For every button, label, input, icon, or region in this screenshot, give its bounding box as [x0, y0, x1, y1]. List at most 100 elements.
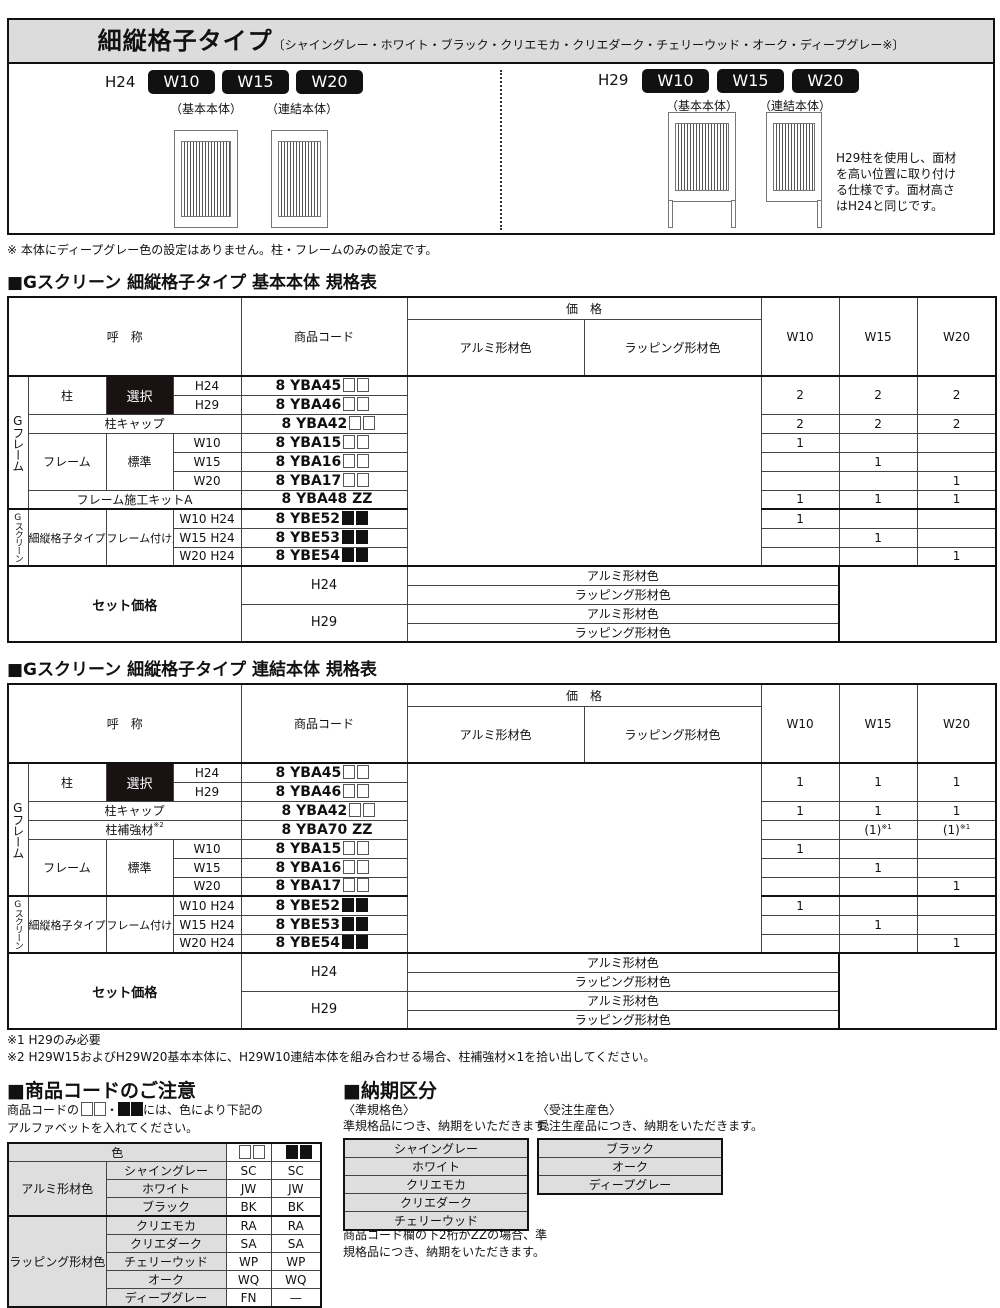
header-wrapping: ラッピング形材色	[583, 318, 762, 377]
quantity-cell: 1	[916, 489, 997, 510]
quantity-cell: (1)※1	[838, 819, 918, 840]
price-blank	[406, 762, 762, 954]
product-code: 8 YBA15	[275, 840, 342, 857]
set-price-option: アルミ形材色	[406, 952, 840, 973]
quantity-note: ※1	[881, 822, 892, 831]
quantity: 1	[796, 775, 804, 790]
white-code: WQ	[225, 1270, 272, 1289]
post-label: 柱	[27, 762, 107, 802]
table2-heading: ■Gスクリーン 細縦格子タイプ 連結本体 規格表	[7, 660, 377, 680]
quantity-cell	[760, 914, 840, 935]
caption-basic: （基本本体）	[666, 99, 739, 113]
product-type-panel: 細縦格子タイプ〔シャイングレー・ホワイト・ブラック・クリエモカ・クリエダーク・チ…	[7, 18, 995, 235]
standard-color-list: シャイングレー ホワイト クリエモカ クリエダーク チェリーウッド	[343, 1138, 529, 1231]
black-code: WQ	[270, 1270, 322, 1289]
select-label: 選択	[105, 762, 174, 802]
white-box-icon	[343, 840, 356, 855]
quantity-cell: 1	[838, 451, 918, 472]
product-code-cell: 8 YBA45	[240, 375, 408, 396]
size-label: H24	[172, 762, 242, 783]
caption-connected: （連結本体）	[759, 99, 832, 113]
white-box-icon	[343, 765, 356, 779]
product-code: 8 YBA15	[275, 434, 342, 451]
quantity-cell: 2	[838, 413, 918, 434]
width-badge: W15	[222, 70, 289, 94]
product-code: 8 YBE52	[275, 897, 340, 914]
quantity-cell: 2	[760, 375, 840, 415]
order-color-list: ブラック オーク ディープグレー	[537, 1138, 723, 1195]
quantity-cell: 1	[916, 933, 997, 954]
product-code-cell: 8 YBA70 ZZ	[240, 819, 408, 840]
item-name: 柱キャップ	[104, 417, 165, 431]
quantity-cell	[760, 933, 840, 954]
note-line: る仕様です。面材高さ	[836, 183, 955, 197]
quantity-cell: (1)※1	[916, 819, 997, 840]
delivery-color: クリエモカ	[343, 1175, 529, 1194]
color-name: クリエダーク	[105, 1234, 227, 1253]
quantity-cell	[838, 933, 918, 954]
size-label: W10 H24	[172, 895, 242, 916]
note-line: はH24と同じです。	[836, 199, 944, 213]
color-name: ブラック	[105, 1197, 227, 1217]
quantity-cell: 1	[760, 800, 840, 821]
quantity: 2	[874, 388, 882, 403]
quantity-cell	[838, 838, 918, 859]
size-label: W20	[172, 470, 242, 491]
size-label: H24	[172, 375, 242, 396]
product-code-cell: 8 YBE53	[240, 527, 408, 548]
product-code-cell: 8 YBA42	[240, 800, 408, 821]
quantity-note: ※1	[959, 822, 971, 831]
item-label: 柱キャップ	[27, 800, 242, 821]
standard-label: 標準	[105, 838, 174, 897]
white-box-icon	[343, 472, 356, 487]
quantity-cell	[838, 508, 918, 529]
quantity: 1	[874, 860, 882, 875]
header-code: 商品コード	[240, 683, 408, 764]
product-code-cell: 8 YBE54	[240, 933, 408, 954]
text: 商品コードの	[7, 1103, 80, 1117]
set-height: H29	[240, 990, 408, 1030]
white-box-icon	[343, 396, 356, 411]
post	[668, 200, 673, 228]
quantity: 1	[796, 898, 804, 913]
color-name: オーク	[105, 1270, 227, 1289]
product-code: 8 YBA16	[275, 453, 342, 470]
white-box-icon	[357, 783, 370, 798]
white-box-icon	[357, 878, 370, 893]
item-note: ※2	[153, 821, 164, 829]
fence-illustration-h24-basic	[174, 130, 238, 228]
caption-basic: （基本本体）	[170, 102, 243, 116]
header-wrapping: ラッピング形材色	[583, 705, 762, 764]
item-label: 柱補強材※2	[27, 819, 242, 840]
quantity: 1	[874, 492, 882, 507]
product-code: 8 YBE53	[275, 529, 340, 546]
quantity-cell: 1	[760, 762, 840, 802]
post	[731, 200, 736, 228]
product-code-cell: 8 YBA42	[240, 413, 408, 434]
header-width: W15	[838, 296, 918, 377]
group-frame: Gフレーム	[7, 375, 29, 510]
delivery-note-2: 規格品につき、納期をいただきます。	[343, 1245, 545, 1259]
product-code: 8 YBA45	[275, 764, 342, 781]
header-width: W10	[760, 296, 840, 377]
quantity-cell	[760, 876, 840, 897]
product-code: 8 YBE54	[275, 548, 340, 565]
quantity-cell: 1	[760, 432, 840, 453]
set-price-option: ラッピング形材色	[406, 622, 840, 643]
black-code-header	[270, 1142, 322, 1162]
hero-footnote: ※ 本体にディープグレー色の設定はありません。柱・フレームのみの設定です。	[7, 243, 438, 257]
quantity-cell	[760, 470, 840, 491]
standard-label: 標準	[105, 432, 174, 491]
quantity-cell	[916, 432, 997, 453]
delivery-color: オーク	[537, 1157, 723, 1176]
white-code: WP	[225, 1252, 272, 1271]
code-notice-heading: ■商品コードのご注意	[7, 1080, 196, 1102]
price-blank	[406, 375, 762, 567]
quantity: 1	[796, 511, 804, 526]
quantity: 1	[874, 803, 882, 818]
delivery-color: ブラック	[537, 1138, 723, 1158]
set-price-option: ラッピング形材色	[406, 1009, 840, 1030]
quantity-cell: 1	[760, 508, 840, 529]
white-box-icon	[343, 378, 356, 392]
black-box-icon	[342, 529, 354, 544]
